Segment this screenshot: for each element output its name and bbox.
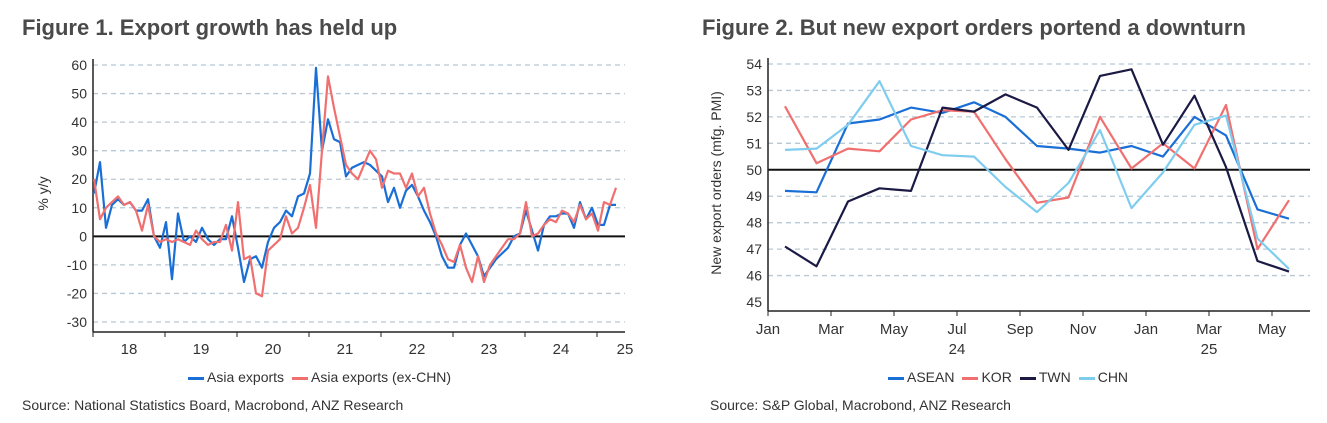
x-tick-label: 25 bbox=[617, 341, 634, 358]
x-tick-label: Jul bbox=[947, 321, 966, 338]
y-tick-label: 45 bbox=[746, 294, 762, 310]
figure-1-legend: Asia exports Asia exports (ex-CHN) bbox=[188, 369, 451, 385]
y-tick-label: 50 bbox=[746, 162, 762, 178]
legend-swatch-icon bbox=[188, 376, 204, 380]
x-tick-label: Jan bbox=[756, 321, 780, 338]
x-tick-label: 20 bbox=[265, 341, 282, 358]
x-tick-label: May bbox=[1258, 321, 1287, 338]
y-tick-label: 48 bbox=[746, 215, 762, 231]
year-label: 24 bbox=[949, 341, 966, 358]
legend-swatch-icon bbox=[292, 376, 309, 380]
x-tick-label: Jan bbox=[1134, 321, 1158, 338]
y-tick-label: 51 bbox=[746, 135, 762, 151]
legend-label: CHN bbox=[1097, 369, 1129, 385]
y-tick-label: 60 bbox=[71, 57, 87, 73]
legend-item: TWN bbox=[1019, 369, 1071, 385]
legend-item: ASEAN bbox=[888, 369, 954, 385]
x-tick-label: Mar bbox=[1196, 321, 1222, 338]
y-tick-label: 49 bbox=[746, 188, 762, 204]
series-line-twn bbox=[784, 68, 1290, 273]
x-tick-label: Sep bbox=[1007, 321, 1034, 338]
legend-label: TWN bbox=[1038, 369, 1071, 385]
legend-label: Asia exports bbox=[207, 369, 285, 385]
figure-2-source: Source: S&P Global, Macrobond, ANZ Resea… bbox=[710, 397, 1011, 413]
legend-swatch-icon bbox=[1078, 376, 1095, 380]
y-axis-label: New export orders (mfg. PMI) bbox=[708, 91, 724, 275]
series-line-chn bbox=[784, 80, 1290, 270]
x-tick-label: 18 bbox=[121, 341, 138, 358]
figure-1-title: Figure 1. Export growth has held up bbox=[22, 15, 398, 40]
x-tick-label: 19 bbox=[193, 341, 210, 358]
legend-swatch-icon bbox=[888, 376, 904, 380]
y-tick-label: -10 bbox=[67, 257, 87, 273]
y-tick-label: 52 bbox=[746, 109, 762, 125]
legend-item: Asia exports bbox=[188, 369, 284, 385]
x-tick-label: 24 bbox=[553, 341, 570, 358]
y-tick-label: 50 bbox=[71, 86, 87, 102]
legend-label: ASEAN bbox=[907, 369, 955, 385]
legend-item: KOR bbox=[962, 369, 1012, 385]
series-line-kor bbox=[784, 103, 1290, 251]
legend-label: KOR bbox=[981, 369, 1012, 385]
legend-swatch-icon bbox=[1019, 376, 1036, 380]
figure-2-legend: ASEAN KOR TWN CHN bbox=[888, 369, 1128, 385]
y-tick-label: 30 bbox=[71, 143, 87, 159]
y-tick-label: 20 bbox=[71, 171, 87, 187]
figure-2-title: Figure 2. But new export orders portend … bbox=[702, 15, 1246, 40]
legend-swatch-icon bbox=[962, 376, 979, 380]
y-tick-label: 47 bbox=[746, 241, 762, 257]
x-tick-label: 22 bbox=[409, 341, 426, 358]
y-tick-label: 46 bbox=[746, 268, 762, 284]
y-tick-label: -20 bbox=[67, 285, 87, 301]
y-tick-label: 54 bbox=[746, 56, 762, 72]
x-tick-label: 21 bbox=[337, 341, 354, 358]
y-tick-label: 0 bbox=[79, 228, 87, 244]
legend-item: CHN bbox=[1078, 369, 1129, 385]
y-axis-label: % y/y bbox=[35, 176, 51, 210]
y-tick-label: 10 bbox=[71, 200, 87, 216]
x-tick-label: May bbox=[880, 321, 909, 338]
y-tick-label: 40 bbox=[71, 114, 87, 130]
y-tick-label: 53 bbox=[746, 82, 762, 98]
legend-label: Asia exports (ex-CHN) bbox=[311, 369, 452, 385]
x-tick-label: 23 bbox=[481, 341, 498, 358]
x-tick-label: Mar bbox=[818, 321, 844, 338]
legend-item: Asia exports (ex-CHN) bbox=[292, 369, 451, 385]
x-tick-label: Nov bbox=[1070, 321, 1097, 338]
series-line-asia-exports-ex-chn- bbox=[92, 75, 618, 298]
series-line-asean bbox=[784, 101, 1290, 220]
y-tick-label: -30 bbox=[67, 314, 87, 330]
figure-1-source: Source: National Statistics Board, Macro… bbox=[22, 397, 404, 413]
year-label: 25 bbox=[1201, 341, 1218, 358]
